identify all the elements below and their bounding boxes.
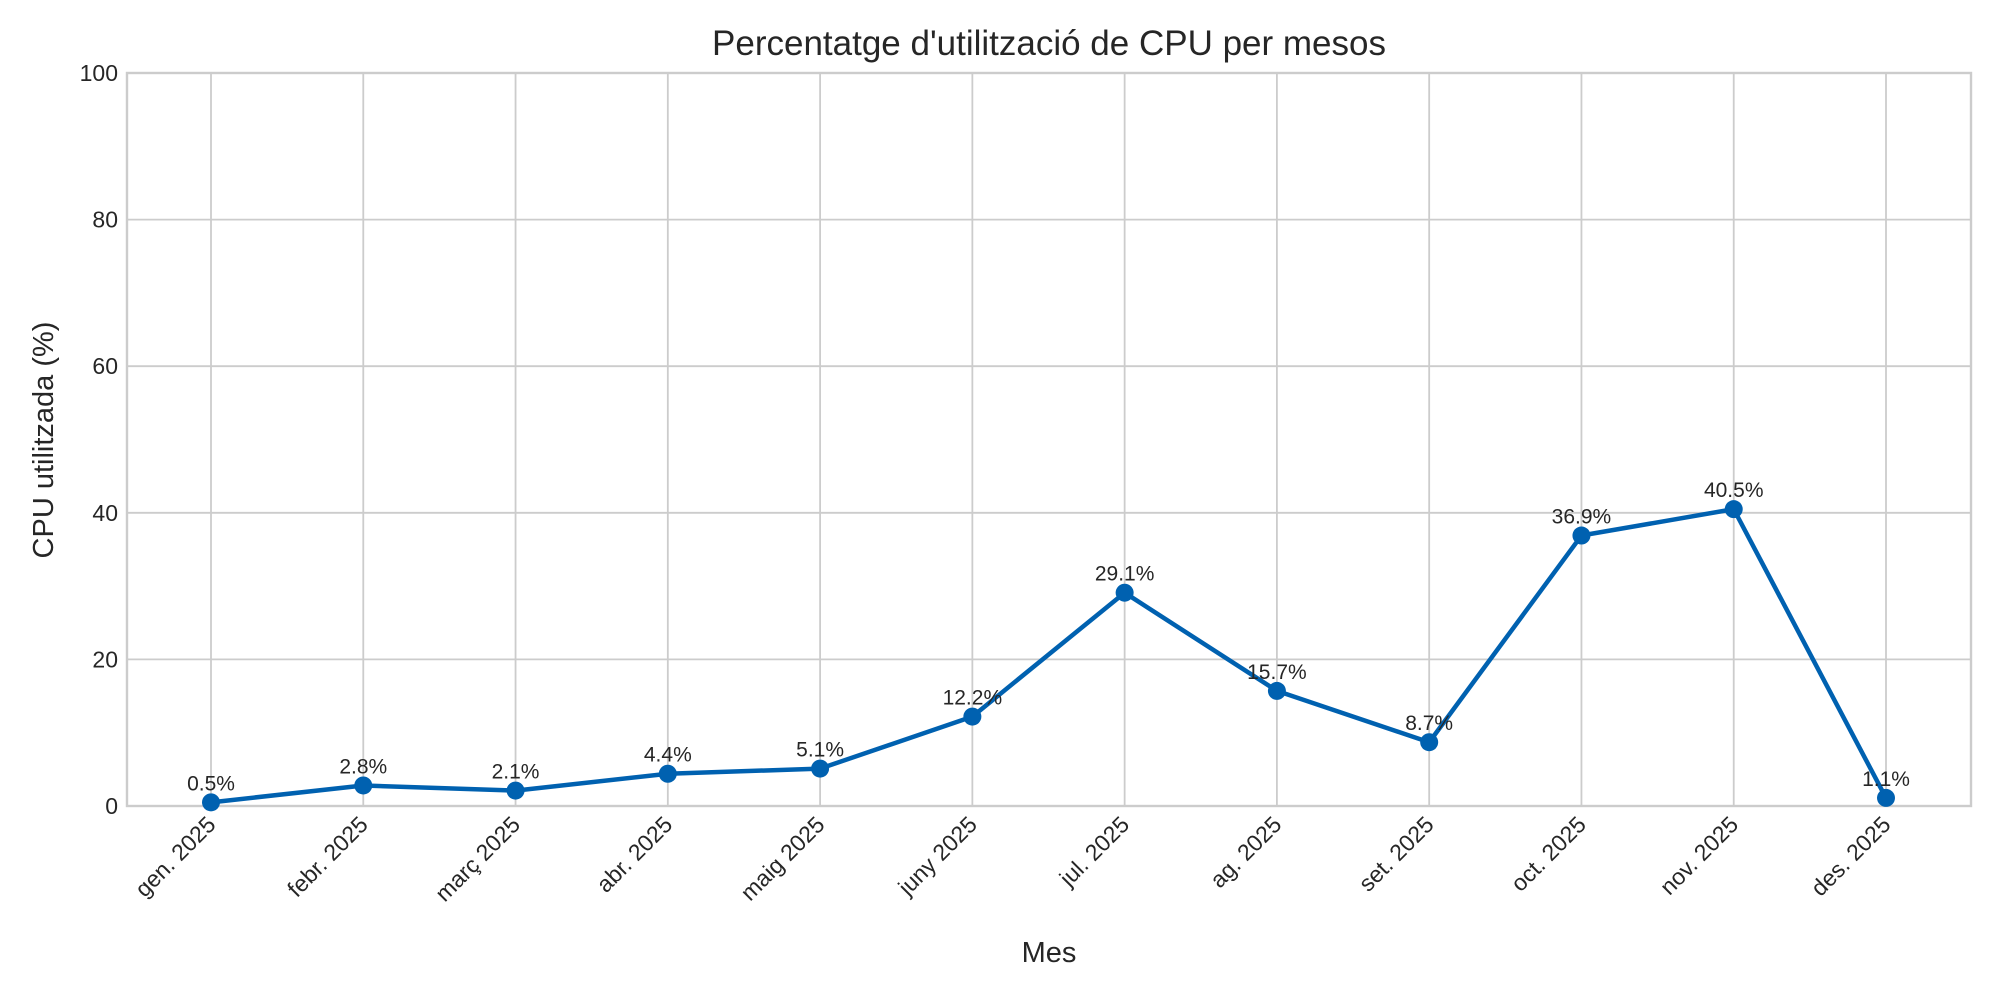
x-axis-ticks: gen. 2025 febr. 2025 març 2025 abr. 2025 mai… <box>130 811 1896 906</box>
x-tick-label: febr. 2025 <box>282 811 373 902</box>
x-tick-label: abr. 2025 <box>591 811 677 897</box>
y-tick-label: 100 <box>80 60 118 86</box>
x-tick-label: juny 2025 <box>892 811 982 901</box>
data-point-label: 15.7% <box>1247 661 1307 684</box>
data-point-marker <box>1267 681 1286 700</box>
data-point-label: 2.8% <box>339 755 387 778</box>
data-point-marker <box>658 764 677 783</box>
data-point-label: 1.1% <box>1862 768 1910 791</box>
data-point-label: 4.4% <box>644 744 692 767</box>
data-point-marker <box>1877 788 1895 807</box>
x-tick-label: nov. 2025 <box>1655 811 1744 900</box>
data-point-marker <box>811 759 830 778</box>
data-point-marker <box>1572 526 1591 545</box>
y-axis-ticks: 0 20 40 60 80 100 <box>80 60 118 819</box>
data-point-label: 36.9% <box>1552 506 1612 529</box>
x-tick-label: maig 2025 <box>735 811 829 905</box>
data-point-label: 0.5% <box>187 772 235 795</box>
data-point-label: 12.2% <box>943 687 1003 710</box>
y-tick-label: 20 <box>92 646 118 672</box>
y-tick-label: 60 <box>92 353 118 379</box>
plot-area-frame <box>125 71 1973 808</box>
data-point-label: 40.5% <box>1704 479 1764 502</box>
x-tick-label: oct. 2025 <box>1506 811 1591 896</box>
data-labels: 0.5% 2.8% 2.1% 4.4% 5.1% 12.2% 29.1% 15.7% 8.7% 3… <box>187 479 1910 795</box>
x-tick-label: set. 2025 <box>1353 811 1438 896</box>
data-point-label: 29.1% <box>1095 563 1155 586</box>
data-point-label: 2.1% <box>492 761 540 784</box>
y-tick-label: 80 <box>92 207 118 233</box>
data-point-marker <box>1724 500 1743 519</box>
data-point-marker <box>506 781 525 800</box>
chart-title: Percentatge d'utilització de CPU per mes… <box>712 24 1386 63</box>
y-tick-label: 0 <box>105 793 118 819</box>
cpu-usage-line <box>210 506 1888 805</box>
data-point-label: 8.7% <box>1405 712 1453 735</box>
data-point-label: 5.1% <box>796 739 844 762</box>
x-tick-label: jul. 2025 <box>1054 811 1135 892</box>
x-tick-label: des. 2025 <box>1806 811 1896 901</box>
data-point-markers <box>202 500 1895 812</box>
data-point-marker <box>354 776 373 795</box>
x-tick-label: ag. 2025 <box>1205 811 1287 893</box>
gridlines <box>127 72 1971 807</box>
x-tick-label: març 2025 <box>430 811 525 906</box>
y-axis-label: CPU utilitzada (%) <box>28 322 60 559</box>
data-point-marker <box>202 793 220 812</box>
data-point-marker <box>963 707 982 726</box>
x-axis-label: Mes <box>1022 937 1077 969</box>
y-tick-label: 40 <box>92 500 118 526</box>
data-point-marker <box>1115 583 1134 602</box>
data-point-marker <box>1420 733 1439 752</box>
x-tick-label: gen. 2025 <box>130 811 221 902</box>
